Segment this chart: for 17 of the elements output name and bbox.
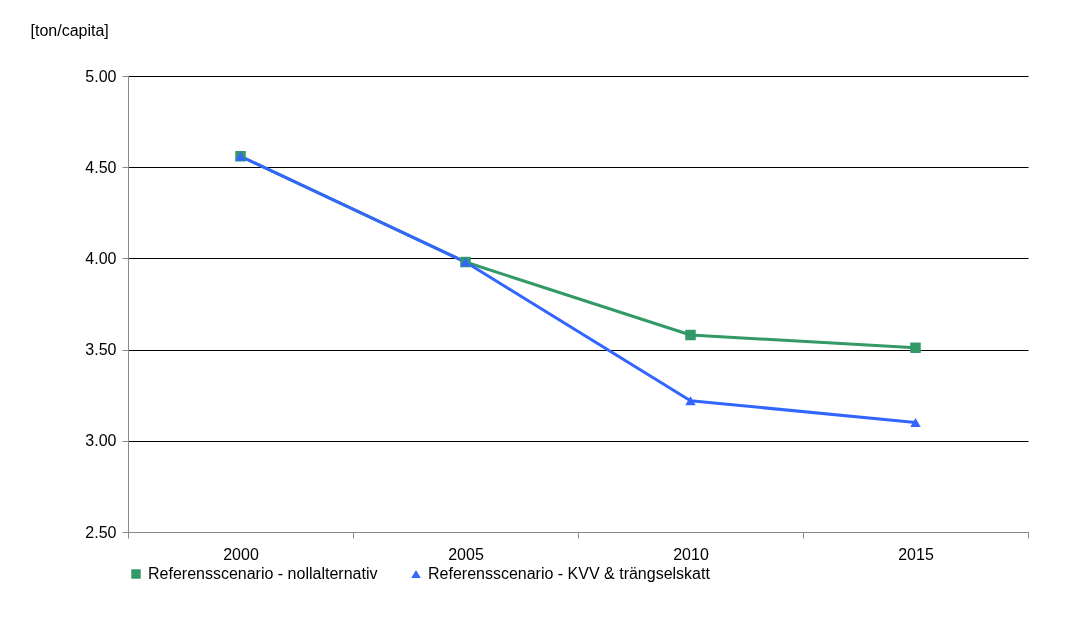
y-tick-label: 4.00: [85, 249, 117, 267]
x-tick-label: 2005: [448, 545, 484, 563]
point: [910, 418, 921, 428]
y-tick-label: 3.50: [85, 341, 117, 359]
x-tick-label: 2015: [898, 545, 934, 563]
point: [685, 329, 696, 341]
x-tick-label: 2000: [223, 545, 259, 563]
y-axis-title: [ton/capita]: [30, 21, 109, 39]
x-tick-label: 2010: [673, 545, 709, 563]
point: [685, 396, 696, 406]
y-tick-label: 4.50: [85, 158, 117, 176]
y-tick-label: 3.00: [85, 432, 117, 450]
legend-label: Referensscenario - KVV & trängselskatt: [428, 565, 711, 582]
legend-label: Referensscenario - nollalternativ: [148, 565, 378, 582]
y-tick-label: 5.00: [85, 67, 117, 85]
y-tick-label: 2.50: [85, 523, 117, 541]
point: [910, 342, 921, 354]
